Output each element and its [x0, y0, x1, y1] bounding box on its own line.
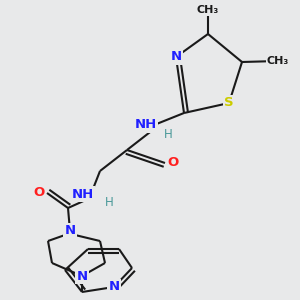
Text: CH₃: CH₃ [197, 5, 219, 15]
Text: CH₃: CH₃ [267, 56, 289, 66]
Text: S: S [224, 97, 234, 110]
Text: NH: NH [135, 118, 157, 131]
Text: O: O [167, 157, 178, 169]
Text: H: H [105, 196, 113, 208]
Text: O: O [33, 187, 45, 200]
Text: H: H [164, 128, 172, 142]
Text: N: N [170, 50, 182, 64]
Text: NH: NH [72, 188, 94, 200]
Text: N: N [64, 224, 76, 238]
Text: N: N [108, 280, 120, 293]
Text: N: N [76, 269, 88, 283]
